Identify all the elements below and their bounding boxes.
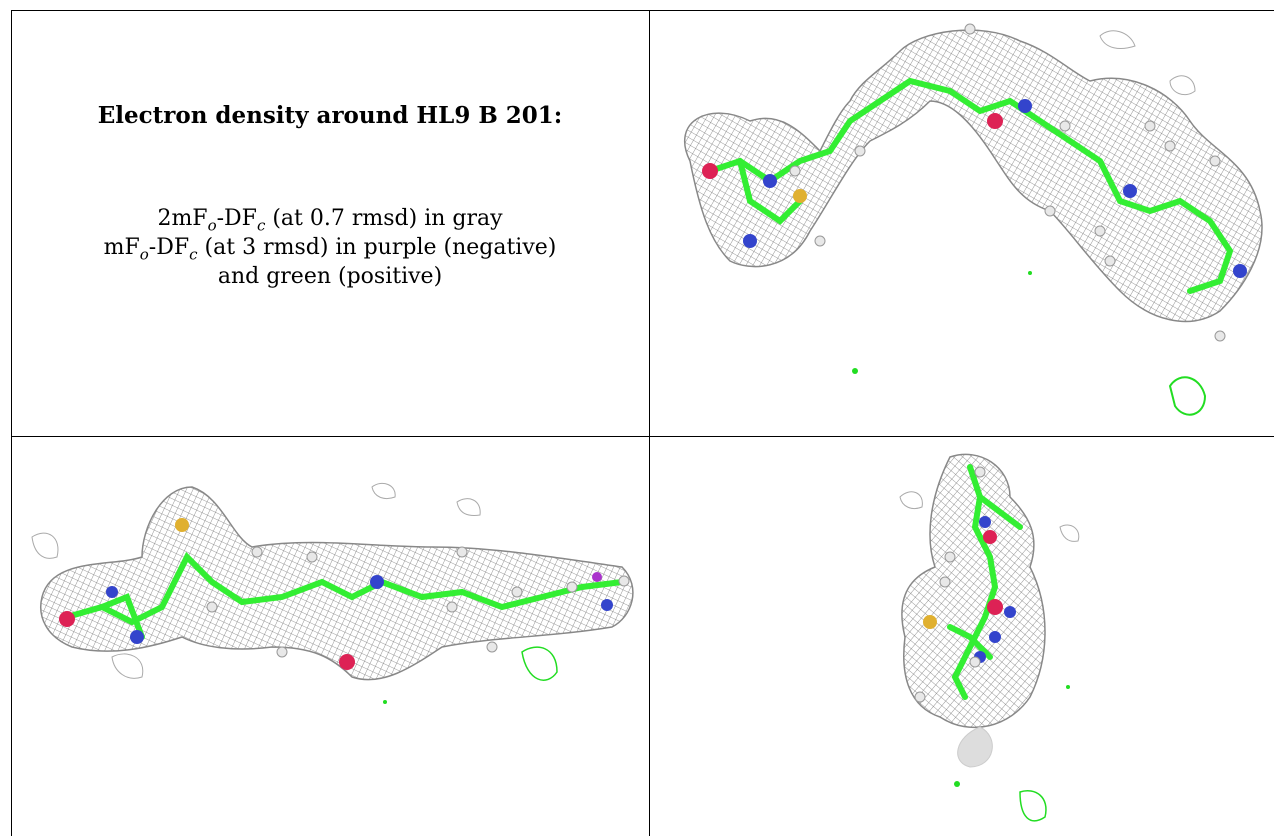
figure-grid: Electron density around HL9 B 201: 2mFo-…	[11, 10, 1274, 836]
electron-density-view-2-icon	[31, 482, 634, 704]
caption-line-2fo-fc: 2mFo-DFc (at 0.7 rmsd) in gray	[157, 206, 503, 235]
caption-line-colors: and green (positive)	[217, 264, 443, 289]
panel-view-bottom-right	[650, 437, 1274, 836]
electron-density-view-1-icon	[683, 23, 1263, 416]
caption-line-fo-fc: mFo-DFc (at 3 rmsd) in purple (negative)	[103, 235, 557, 264]
border-left	[11, 10, 12, 836]
electron-density-view-3-icon	[899, 453, 1080, 822]
panel-view-bottom-left	[12, 437, 649, 836]
border-top	[11, 10, 1274, 11]
caption-cell: Electron density around HL9 B 201: 2mFo-…	[11, 10, 649, 436]
panel-view-top-right	[650, 11, 1274, 436]
caption-title: Electron density around HL9 B 201:	[97, 102, 563, 129]
border-middle-vertical	[649, 10, 650, 836]
border-middle-horizontal	[11, 436, 1274, 437]
